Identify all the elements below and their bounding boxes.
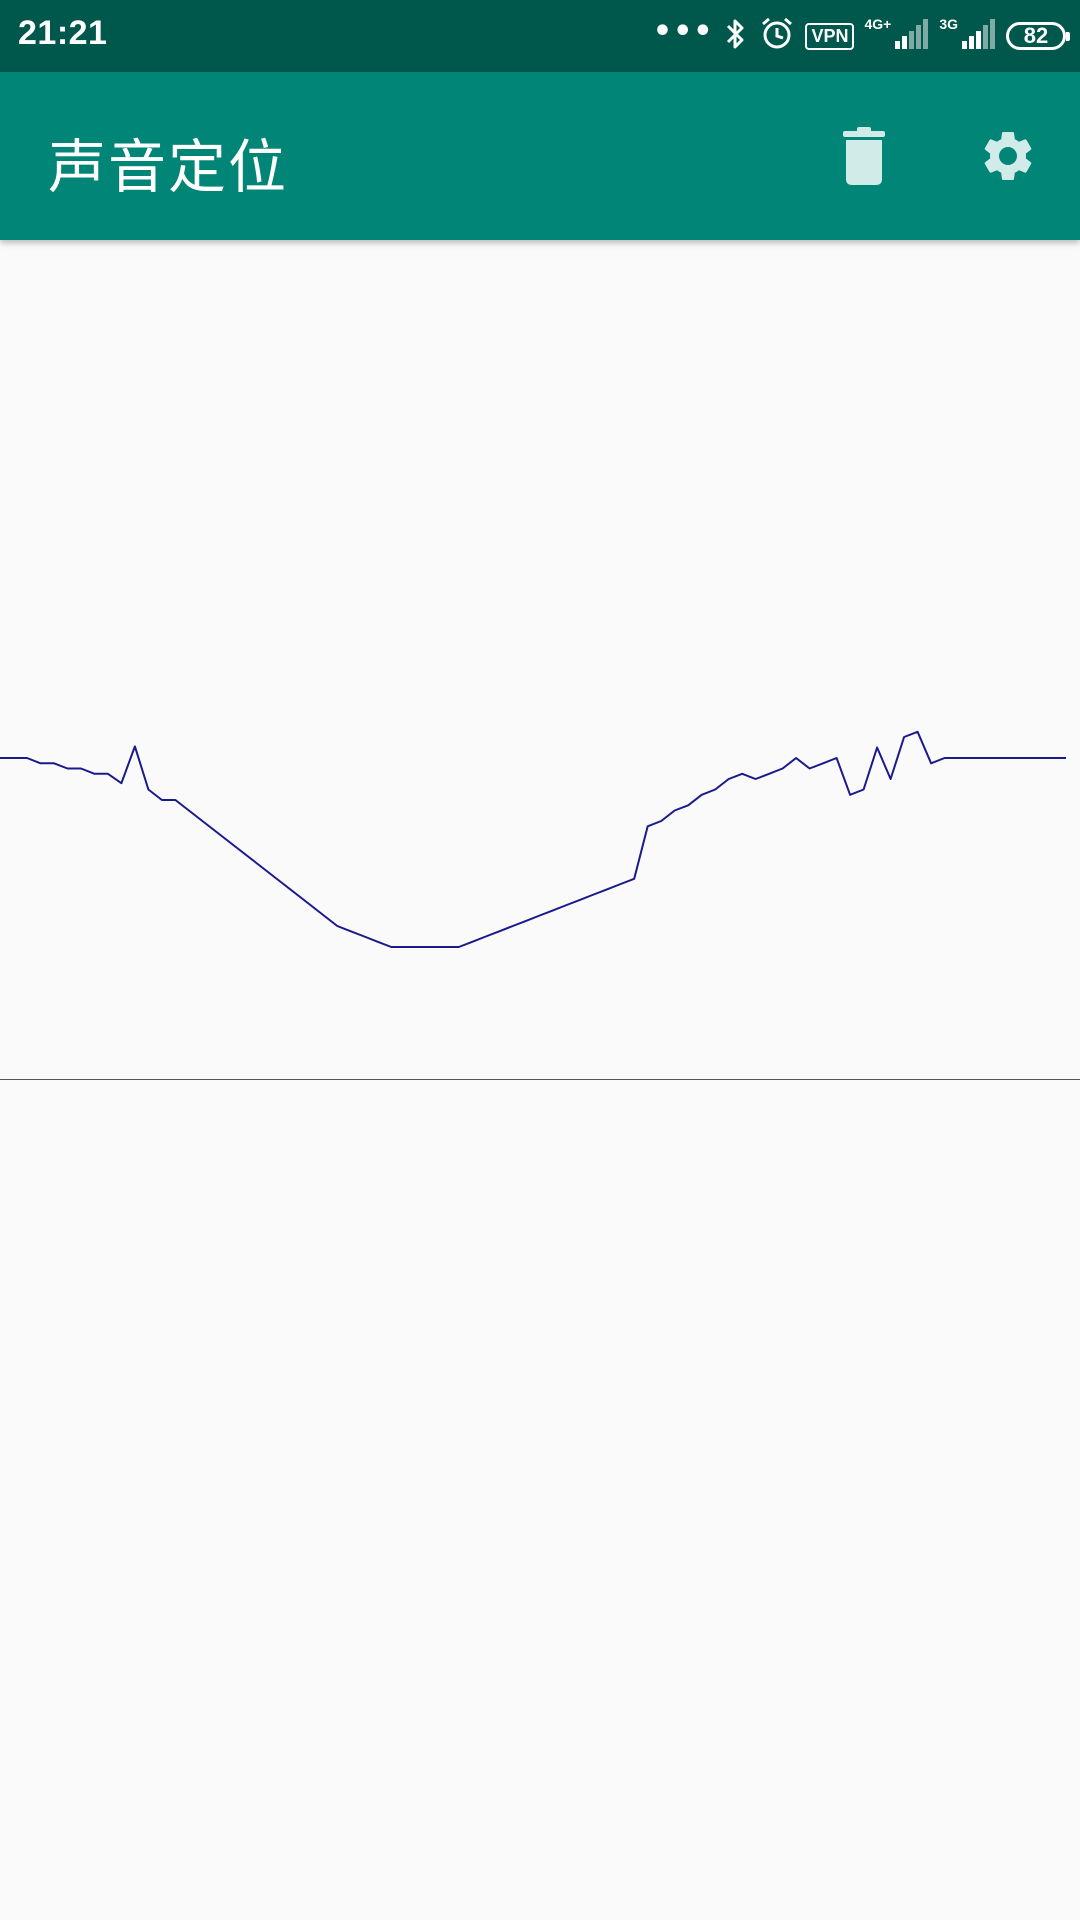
battery-indicator: 82 (1006, 22, 1070, 50)
bluetooth-icon (723, 16, 749, 56)
settings-button[interactable] (972, 120, 1044, 192)
more-dots-icon: ••• (652, 13, 714, 49)
signal-icon (895, 19, 929, 53)
page-title: 声音定位 (48, 133, 289, 201)
status-time: 21:21 (18, 14, 108, 52)
vpn-badge: VPN (805, 22, 855, 50)
delete-button[interactable] (828, 120, 900, 192)
sound-waveform-chart (0, 240, 1080, 1080)
network-label-2: 3G (939, 16, 958, 32)
status-bar: 21:21 ••• VPN 4G+ 3G (0, 0, 1080, 72)
network-label-1: 4G+ (864, 16, 892, 32)
alarm-icon (759, 16, 795, 56)
app-bar: 声音定位 (0, 72, 1080, 240)
delete-icon (843, 127, 885, 185)
chart-svg (0, 730, 1067, 948)
baseline-divider (0, 1079, 1080, 1080)
settings-icon (984, 132, 1032, 180)
signal-icon (962, 19, 996, 53)
series-line (0, 730, 1066, 948)
status-icons: ••• VPN 4G+ 3G (652, 0, 1070, 72)
